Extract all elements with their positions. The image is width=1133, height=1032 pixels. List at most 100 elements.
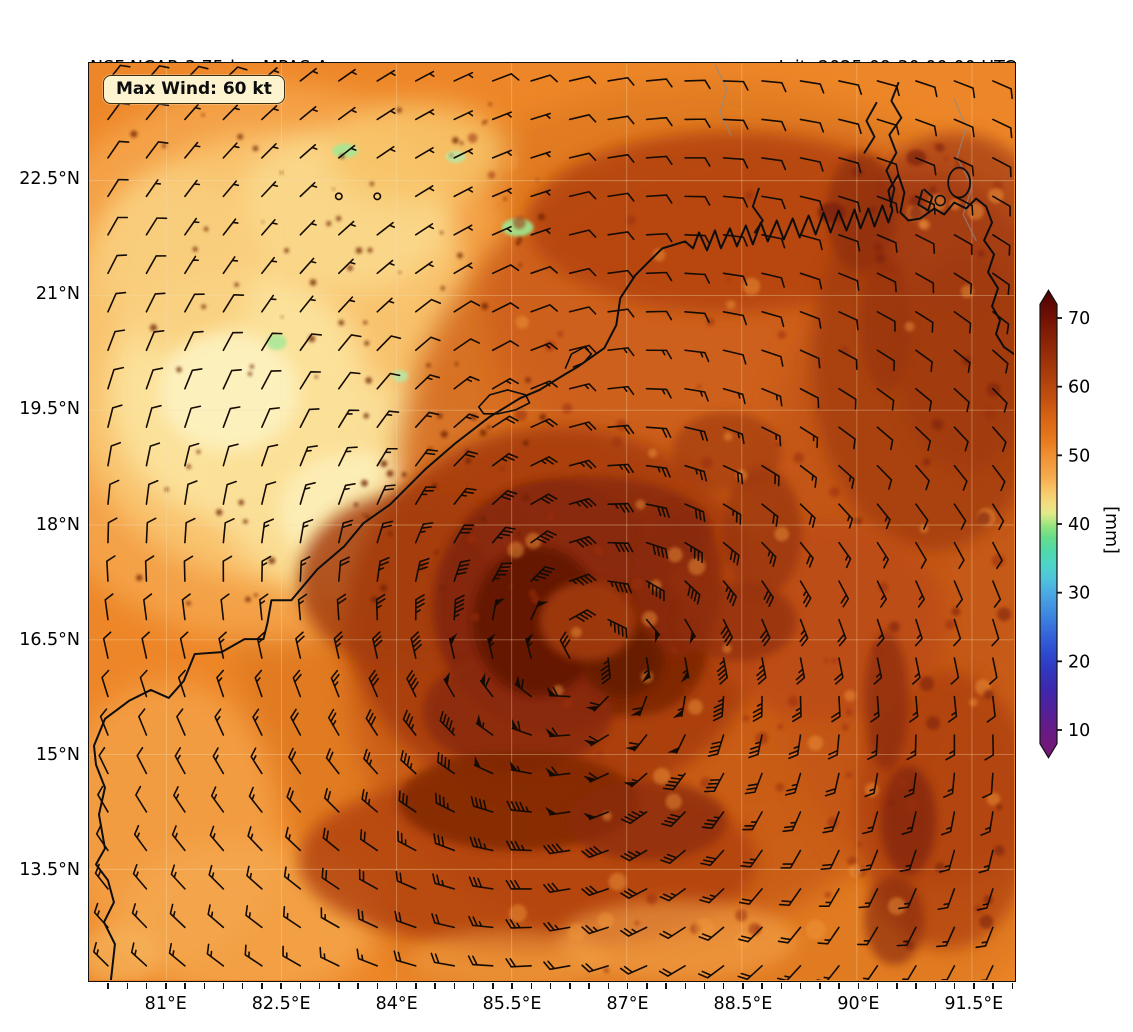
right-band-specks — [951, 607, 961, 616]
land-specks — [369, 181, 375, 186]
wind-barb — [864, 772, 879, 798]
wind-barb — [992, 349, 1009, 374]
x-tick-mark — [1011, 983, 1014, 989]
x-tick-mark — [126, 983, 129, 989]
colorbar-axis-label: [mm] — [1101, 506, 1121, 554]
y-tick-label: 19.5°N — [19, 399, 80, 420]
wind-barb — [645, 78, 673, 88]
wind-barb — [530, 304, 558, 313]
wind-barb — [261, 369, 282, 390]
sea-light-mottle — [966, 202, 984, 220]
wind-barb — [453, 186, 474, 198]
sea-specks — [628, 799, 636, 807]
sea-light-mottle — [807, 735, 824, 751]
land-specks — [538, 213, 546, 221]
wind-barb — [660, 849, 686, 865]
wind-barb — [207, 904, 225, 929]
wind-barb — [98, 746, 109, 775]
wind-barb — [299, 257, 317, 275]
land-specks — [450, 154, 453, 157]
wind-barb — [491, 415, 519, 429]
wind-barb — [953, 464, 968, 491]
wind-barb — [376, 410, 400, 429]
wind-barb — [491, 340, 520, 352]
sea-specks — [594, 749, 604, 759]
wind-barb — [107, 178, 129, 198]
x-tick-mark — [876, 983, 879, 989]
sea-specks — [700, 777, 712, 789]
wind-barb — [643, 657, 651, 679]
wind-barb — [97, 785, 109, 813]
wind-barb — [953, 580, 964, 608]
wind-barb — [799, 157, 824, 172]
sea-specks — [793, 452, 805, 464]
right-band-specks — [979, 914, 994, 929]
wind-barb — [620, 849, 648, 862]
wind-barb — [453, 300, 481, 313]
wind-barb — [433, 833, 456, 852]
x-tick-mark — [915, 983, 917, 989]
land-specks — [234, 282, 239, 288]
land-specks — [280, 171, 284, 175]
wind-barb — [700, 849, 725, 867]
wind-barb — [210, 786, 225, 813]
wind-barb — [876, 464, 893, 490]
wind-barb — [292, 669, 302, 698]
wind-barb — [777, 926, 802, 944]
x-tick-label: 91.5°E — [944, 994, 1004, 1014]
wind-barb — [299, 181, 318, 198]
barb-pennant — [545, 767, 557, 776]
land-specks — [203, 226, 209, 232]
land-specks — [363, 320, 368, 325]
land-specks — [507, 583, 515, 590]
right-band-specks — [929, 186, 937, 194]
wind-barb — [756, 657, 767, 685]
wind-barb — [980, 965, 994, 980]
wind-barb — [453, 338, 481, 352]
sea-specks — [547, 513, 555, 521]
wind-barb — [363, 748, 379, 775]
wind-barb — [376, 221, 396, 236]
right-band-specks — [919, 676, 935, 691]
wind-barb — [439, 710, 456, 736]
wind-barb — [791, 695, 802, 723]
wind-barb — [834, 657, 844, 685]
land-specks — [516, 531, 522, 537]
right-band-specks — [869, 206, 877, 213]
sea-light-mottle — [507, 541, 525, 559]
barb-pennant — [494, 598, 506, 607]
tpw-blob — [158, 332, 299, 452]
wind-barb — [799, 80, 825, 94]
barb-pennant — [585, 705, 600, 711]
wind-barb — [491, 599, 497, 621]
x-tick-mark — [299, 983, 302, 989]
wind-barb — [876, 195, 899, 214]
sea-light-mottle — [509, 904, 527, 923]
wind-barb — [94, 863, 109, 890]
wind-barb — [607, 502, 634, 513]
wind-barb — [897, 888, 917, 910]
wind-barb — [620, 810, 648, 825]
land-specks — [426, 363, 431, 368]
wind-barb — [722, 118, 749, 130]
wind-barb — [607, 347, 635, 357]
land-specks — [186, 600, 191, 606]
wind-barb — [525, 638, 533, 659]
wind-barb — [325, 748, 340, 775]
sea-light-mottle — [742, 277, 761, 296]
wind-barb — [250, 747, 263, 775]
wind-barb — [982, 772, 994, 799]
sea-specks — [735, 909, 748, 922]
wind-barb — [246, 865, 263, 890]
wind-barb — [145, 517, 157, 544]
wind-barb — [838, 118, 862, 135]
wind-barb — [514, 678, 532, 698]
wind-barb — [568, 190, 597, 200]
sea-specks — [744, 190, 754, 201]
wind-barb — [857, 926, 879, 946]
x-tick-mark — [607, 983, 610, 989]
wind-barb — [548, 686, 571, 698]
y-tick-label: 21°N — [35, 284, 80, 305]
wind-barb — [915, 272, 935, 294]
wind-barb — [876, 234, 898, 253]
